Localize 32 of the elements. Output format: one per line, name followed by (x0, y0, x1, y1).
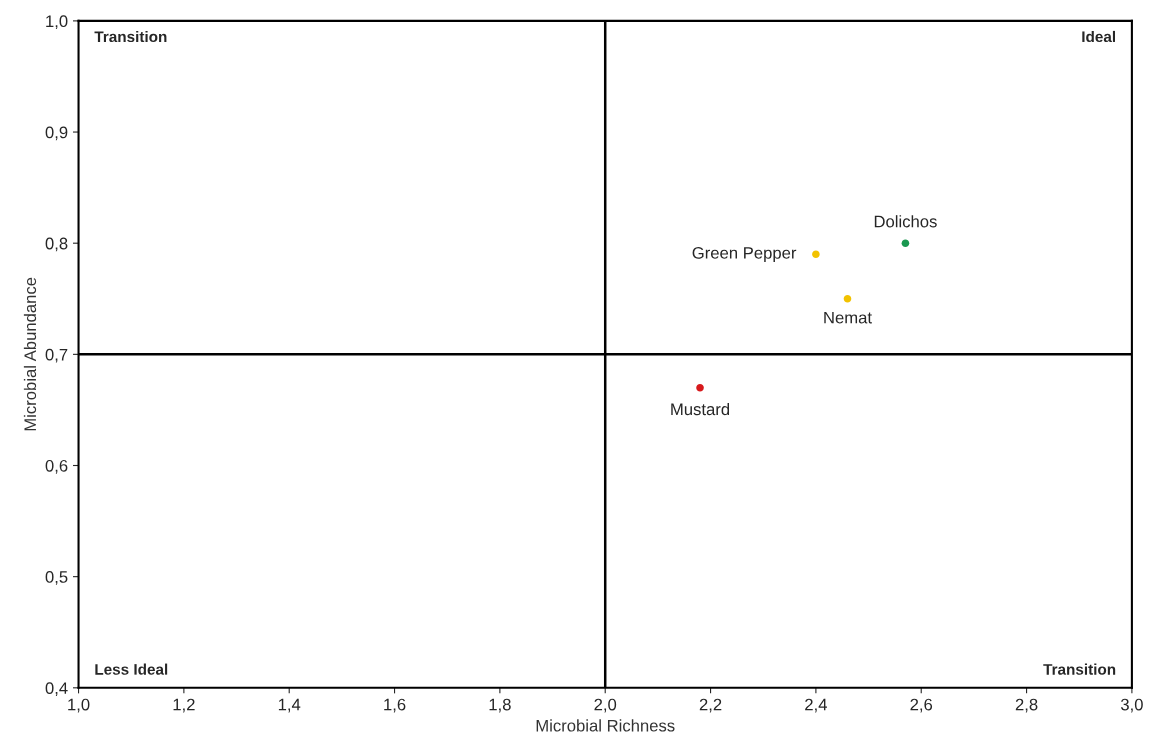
point (812, 250, 820, 259)
x-tick-label: 1,6 (384, 698, 406, 713)
series-label: Mustard (671, 402, 730, 416)
x-axis-title: Microbial Richness (536, 719, 675, 732)
x-tick-label: 1,0 (68, 698, 90, 713)
annotation: Transition (1043, 663, 1116, 675)
x-tick-label: 1,8 (489, 698, 511, 713)
annotation: Transition (94, 30, 167, 43)
y-tick-label: 0,9 (45, 126, 68, 141)
y-tick-label: 0,8 (45, 237, 68, 252)
x-tick-label: 1,4 (278, 698, 301, 713)
y-tick-label: 0,4 (45, 682, 68, 696)
point (901, 239, 910, 247)
y-tick-label: 0,6 (45, 459, 68, 474)
x-tick-label: 2,8 (1015, 698, 1038, 713)
point (696, 383, 704, 392)
series-label: Dolichos (874, 215, 937, 228)
y-axis-title: Microbial Abundance (23, 277, 37, 431)
x-tick-label: 1,2 (173, 698, 195, 713)
x-tick-label: 2,2 (699, 698, 722, 713)
x-tick-label: 2,4 (805, 698, 827, 713)
annotation: Ideal (1082, 30, 1116, 43)
x-tick-label: 2,0 (594, 698, 617, 713)
point (843, 294, 852, 303)
series-label: Green Pepper (692, 246, 797, 263)
series-label: Nemat (824, 311, 872, 324)
x-tick-label: 2,6 (910, 698, 933, 713)
x-tick-label: 3,0 (1120, 698, 1143, 713)
y-tick-label: 0,7 (45, 348, 68, 363)
y-tick-label: 1,0 (46, 15, 68, 30)
annotation: Less Ideal (95, 663, 168, 675)
y-tick-label: 0,5 (45, 571, 68, 585)
